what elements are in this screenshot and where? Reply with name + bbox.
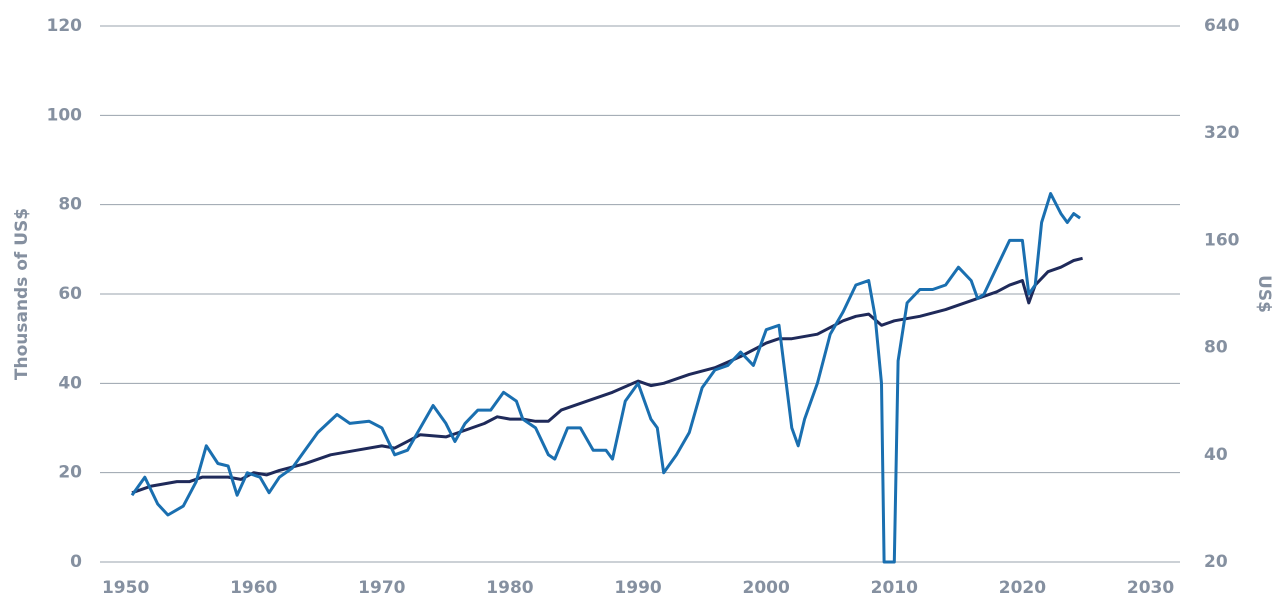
- x-tick-label: 1970: [358, 578, 405, 598]
- y2-tick-label: 640: [1204, 16, 1240, 36]
- data-line: [131, 256, 1083, 495]
- x-tick-label: 1960: [230, 578, 277, 598]
- x-tick-label: 1990: [614, 578, 661, 598]
- y2-axis-label: US$: [1254, 275, 1274, 313]
- y2-tick-label: 160: [1204, 230, 1240, 250]
- y2-tick-label: 320: [1204, 123, 1240, 143]
- x-tick-label: 1950: [102, 578, 149, 598]
- y-tick-label: 0: [70, 552, 82, 572]
- y2-tick-label: 40: [1204, 445, 1228, 465]
- data-line: [130, 192, 1081, 564]
- y-tick-label: 80: [58, 195, 82, 215]
- y2-tick-label: 80: [1204, 338, 1228, 358]
- x-tick-label: 2000: [743, 578, 790, 598]
- x-tick-label: 2020: [999, 578, 1046, 598]
- x-tick-label: 1980: [486, 578, 533, 598]
- y-axis-label: Thousands of US$: [12, 208, 32, 380]
- y-tick-label: 120: [47, 16, 83, 36]
- y-tick-label: 40: [58, 373, 82, 393]
- y-tick-label: 20: [58, 463, 82, 483]
- x-tick-label: 2030: [1127, 578, 1174, 598]
- y-tick-label: 100: [47, 105, 83, 125]
- y-tick-label: 60: [58, 284, 82, 304]
- x-tick-label: 2010: [871, 578, 918, 598]
- y2-tick-label: 20: [1204, 552, 1228, 572]
